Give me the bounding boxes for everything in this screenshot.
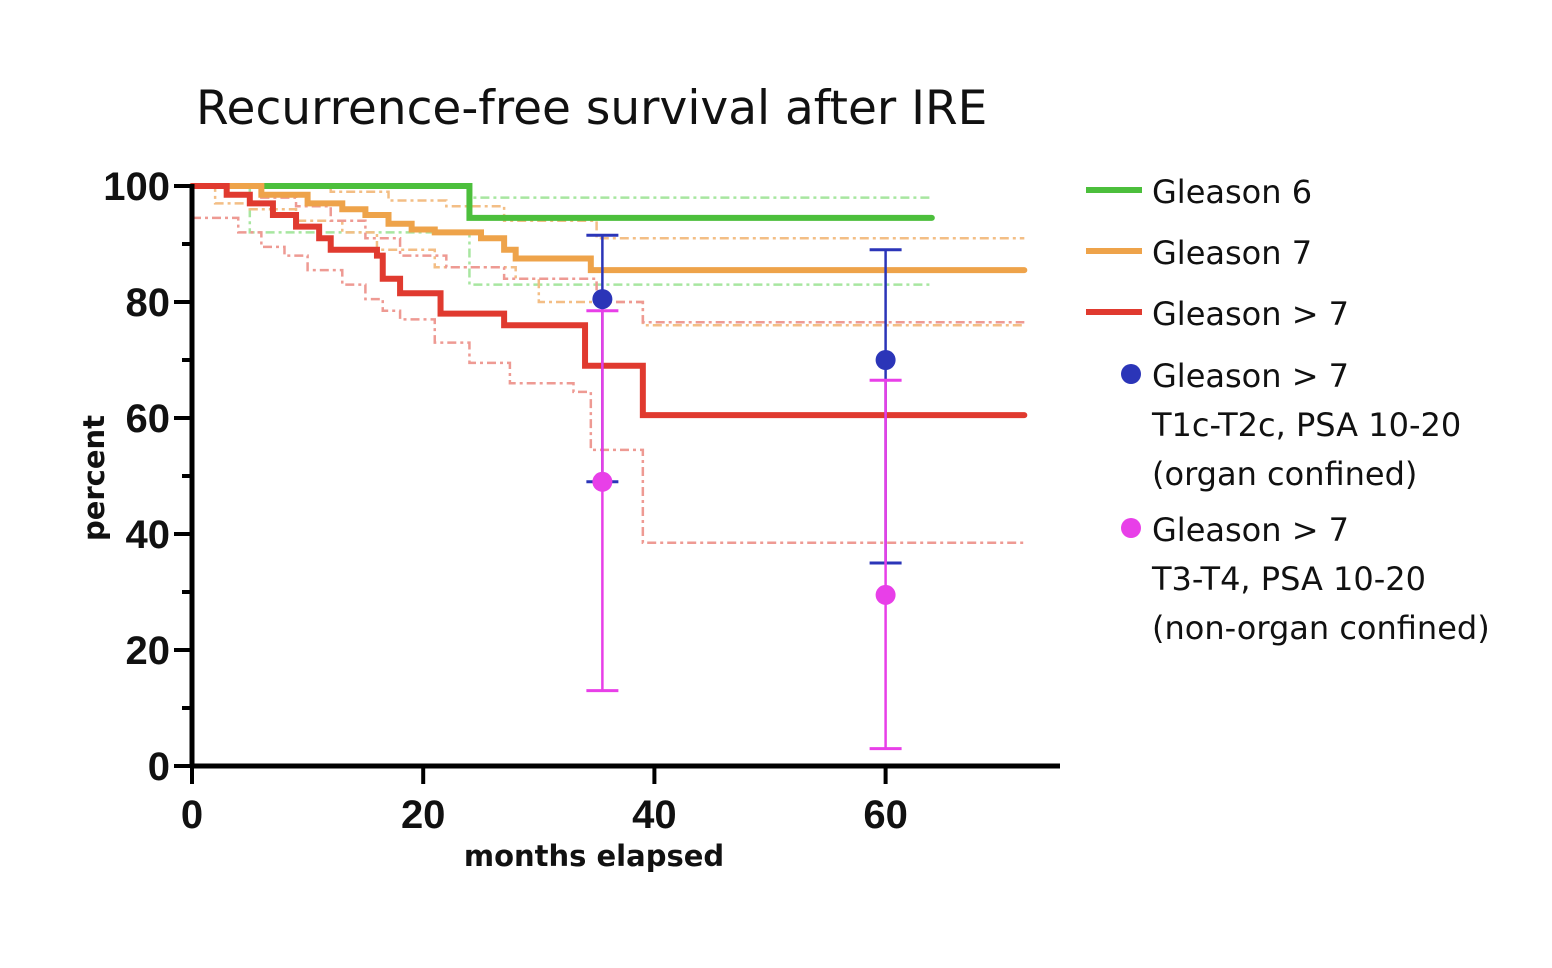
- legend-label: Gleason > 7: [1152, 295, 1349, 333]
- x-tick-label: 40: [632, 793, 677, 837]
- y-tick-label: 100: [103, 165, 170, 209]
- y-tick-label: 20: [126, 629, 171, 673]
- y-tick-label: 0: [148, 745, 170, 789]
- chart-title: Recurrence-free survival after IRE: [196, 81, 987, 136]
- non-organ-confined-point: [592, 471, 613, 492]
- legend-label: Gleason > 7: [1152, 357, 1349, 395]
- organ-confined-point: [875, 350, 896, 370]
- gleason-7-curve: [189, 183, 1028, 274]
- axes: 0 20 40 60 80 100 0 20 40 60: [103, 165, 1060, 837]
- y-tick-label: 40: [126, 513, 171, 557]
- survival-curves: [189, 183, 1028, 419]
- gleason-7-curve: [189, 183, 1028, 419]
- legend-dot-swatch: [1121, 518, 1141, 538]
- legend-label: Gleason 6: [1152, 173, 1312, 211]
- legend-label: (non-organ confined): [1152, 609, 1490, 647]
- y-tick-label: 80: [126, 281, 171, 325]
- x-tick-label: 20: [401, 793, 446, 837]
- organ-confined-point: [592, 289, 613, 310]
- legend-item: Gleason 6: [1086, 173, 1312, 211]
- gleason-7-ci-upper-line: [192, 184, 1025, 240]
- gleason-7-ci-upper-line: [192, 184, 1025, 324]
- legend-label: (organ confined): [1152, 455, 1417, 493]
- legend-label: T3-T4, PSA 10-20: [1151, 560, 1426, 598]
- legend-dot-swatch: [1121, 364, 1141, 384]
- legend-item: Gleason 7: [1086, 234, 1312, 272]
- x-axis-label: months elapsed: [464, 839, 724, 873]
- gleason-6-curve: [189, 183, 935, 221]
- y-tick-label: 60: [126, 397, 171, 441]
- y-axis-label: percent: [77, 415, 111, 541]
- legend-item: Gleason > 7 T3-T4, PSA 10-20 (non-organ co…: [1121, 511, 1490, 647]
- point-estimates: [586, 233, 902, 751]
- legend-item: Gleason > 7 T1c-T2c, PSA 10-20 (organ conf…: [1121, 357, 1461, 493]
- non-organ-confined-point-group: [586, 309, 619, 693]
- non-organ-confined-point: [875, 584, 896, 605]
- x-tick-label: 60: [863, 793, 908, 837]
- legend-label: Gleason 7: [1152, 234, 1312, 272]
- legend-label: Gleason > 7: [1152, 511, 1349, 549]
- non-organ-confined-point-group: [869, 378, 902, 751]
- legend-item: Gleason > 7: [1086, 295, 1349, 333]
- x-tick-label: 0: [181, 793, 203, 837]
- legend-label: T1c-T2c, PSA 10-20: [1151, 406, 1461, 444]
